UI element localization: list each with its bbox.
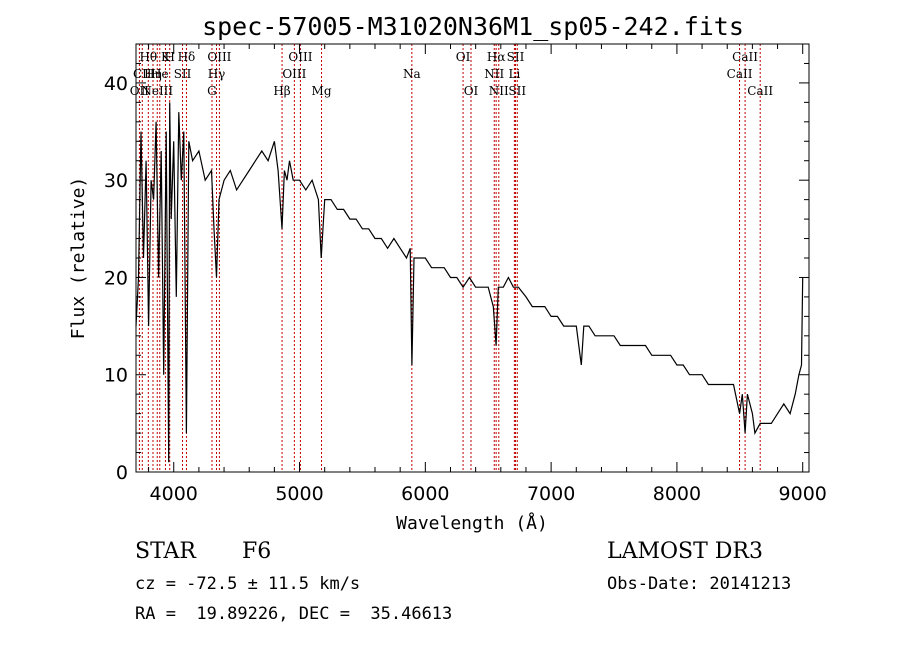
line-label-12: G bbox=[207, 84, 217, 98]
spectrum-chart: spec-57005-M31020N36M1_sp05-242.fits OII… bbox=[68, 12, 827, 534]
x-tick-label-4: 8000 bbox=[653, 483, 701, 505]
chart-title: spec-57005-M31020N36M1_sp05-242.fits bbox=[202, 12, 744, 41]
line-label-3: Hη bbox=[144, 67, 162, 81]
line-label-27: CaII bbox=[732, 50, 758, 64]
x-tick-label-0: 4000 bbox=[150, 483, 198, 505]
x-tick-label-5: 9000 bbox=[779, 483, 827, 505]
line-label-5: K bbox=[161, 50, 171, 64]
line-label-7: H bbox=[164, 50, 174, 64]
spectrum-series-line bbox=[135, 102, 804, 463]
line-label-18: OI bbox=[456, 50, 471, 64]
y-tick-label-1: 10 bbox=[104, 365, 128, 387]
x-tick-label-1: 5000 bbox=[275, 483, 323, 505]
line-label-13: Hβ bbox=[273, 84, 290, 98]
plot-frame bbox=[135, 43, 810, 473]
y-tick-label-4: 40 bbox=[104, 73, 128, 95]
observation-date: Obs-Date: 20141213 bbox=[607, 574, 792, 594]
x-axis-label: Wavelength (Å) bbox=[396, 512, 548, 534]
x-tick-label-3: 7000 bbox=[527, 483, 575, 505]
line-label-24: SII bbox=[507, 50, 525, 64]
line-label-6: He bbox=[151, 67, 169, 81]
line-label-0: OII bbox=[130, 84, 150, 98]
line-label-11: Hγ bbox=[208, 67, 226, 81]
line-label-2: CII bbox=[133, 67, 152, 81]
line-label-4: NeIII bbox=[141, 84, 173, 98]
coordinates: RA = 19.89226, DEC = 35.46613 bbox=[135, 604, 453, 624]
line-label-21: NII bbox=[484, 67, 504, 81]
x-axis: 4000 5000 6000 7000 8000 9000 bbox=[148, 44, 827, 505]
object-subclass: F6 bbox=[242, 539, 272, 564]
object-class: STAR bbox=[135, 539, 196, 564]
line-label-16: Mg bbox=[312, 84, 332, 98]
redshift-value: cz = -72.5 ± 11.5 km/s bbox=[135, 574, 361, 594]
line-label-10: OIII bbox=[207, 50, 231, 64]
y-tick-label-3: 30 bbox=[104, 170, 128, 192]
x-tick-label-2: 6000 bbox=[401, 483, 449, 505]
line-label-26: CaII bbox=[727, 67, 753, 81]
line-label-20: Hα bbox=[487, 50, 506, 64]
y-axis-label: Flux (relative) bbox=[68, 177, 89, 340]
line-label-8: SII bbox=[174, 67, 192, 81]
line-label-28: CaII bbox=[747, 84, 773, 98]
y-axis: 0 10 20 30 40 bbox=[104, 62, 809, 484]
y-tick-label-0: 0 bbox=[116, 462, 128, 484]
line-label-17: Na bbox=[403, 67, 421, 81]
line-label-9: Hδ bbox=[178, 50, 196, 64]
line-label-19: OI bbox=[464, 84, 479, 98]
survey-label: LAMOST DR3 bbox=[607, 539, 763, 564]
line-label-23: Li bbox=[508, 67, 520, 81]
line-label-1: Hθ bbox=[139, 50, 157, 64]
line-label-22: NII bbox=[489, 84, 509, 98]
line-label-14: OIII bbox=[282, 67, 306, 81]
line-label-25: SII bbox=[508, 84, 526, 98]
spectral-line-markers bbox=[138, 44, 761, 472]
y-tick-label-2: 20 bbox=[104, 267, 128, 289]
line-label-15: OIII bbox=[288, 50, 312, 64]
